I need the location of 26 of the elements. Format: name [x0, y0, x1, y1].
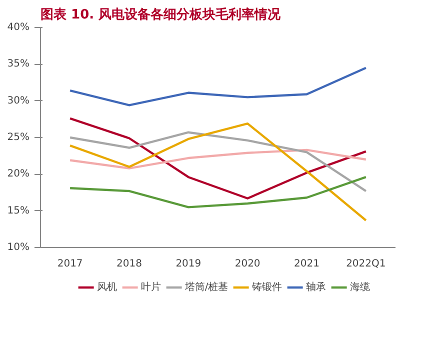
y-tick-label: 40%: [7, 22, 30, 33]
line-series: [68, 122, 368, 222]
y-tick-label: 25%: [7, 132, 30, 143]
y-tick-label: 30%: [7, 95, 30, 106]
line-series: [68, 131, 368, 192]
x-tick-label: 2017: [57, 258, 83, 270]
legend-label: 叶片: [140, 280, 161, 294]
legend-label: 轴承: [306, 280, 326, 294]
line-series: [68, 176, 368, 208]
y-tick-label: 10%: [7, 242, 30, 253]
x-tick-label: 2019: [176, 258, 202, 270]
x-tick-label: 2022Q1: [346, 258, 386, 270]
y-tick-label: 20%: [7, 168, 30, 180]
x-tick-label: 2018: [116, 258, 142, 270]
x-tick-label: 2020: [234, 258, 260, 270]
line-series: [68, 66, 368, 106]
legend-label: 塔筒/桩基: [184, 280, 228, 294]
x-tick-label: 2021: [294, 258, 320, 270]
line-series: [68, 117, 368, 200]
line-series: [68, 148, 368, 170]
legend-label: 风机: [96, 280, 117, 294]
legend-label: 铸锻件: [252, 281, 282, 294]
chart-title: 图表 10. 风电设备各细分板块毛利率情况: [40, 6, 282, 22]
y-tick-label: 35%: [7, 58, 30, 70]
y-tick-label: 15%: [7, 205, 30, 216]
legend-label: 海缆: [350, 281, 370, 294]
